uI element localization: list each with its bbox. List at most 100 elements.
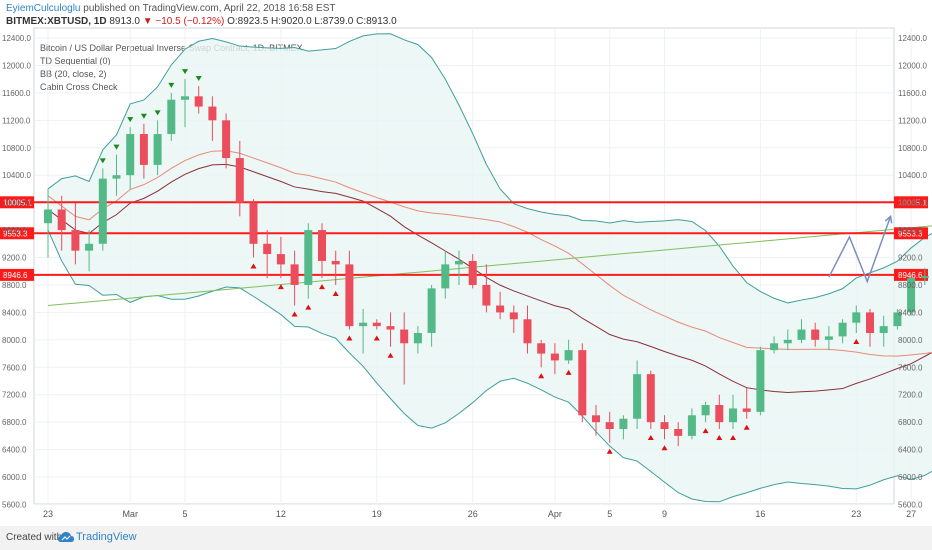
candle-body [331, 260, 340, 265]
x-tick: 12 [276, 509, 286, 519]
candle-body [372, 322, 381, 327]
y-tick-right: 7200.0 [898, 391, 923, 400]
candle-body [619, 418, 628, 430]
author-name[interactable]: EyiemCulculoglu [6, 3, 81, 14]
candle-body [441, 264, 450, 289]
legend-td-sequential[interactable]: TD Sequential (0) [40, 56, 111, 66]
candle-body [222, 120, 231, 159]
y-tick-right: 8000.0 [898, 336, 923, 345]
td-red-arrow [647, 435, 654, 441]
y-tick-left: 8000.0 [2, 336, 27, 345]
candle-body [455, 260, 463, 265]
legend-title: Bitcoin / US Dollar Perpetual Inverse Sw… [40, 43, 303, 53]
publish-info: EyiemCulculoglu published on TradingView… [6, 3, 335, 14]
td-green-arrow [154, 110, 161, 116]
td-green-arrow [99, 158, 106, 164]
candle-body [304, 230, 313, 285]
y-tick-left: 7600.0 [2, 363, 27, 372]
y-tick-left: 6400.0 [2, 446, 27, 455]
last-price: 8913.0 [109, 16, 140, 27]
candle-body [345, 264, 354, 327]
candle-body [729, 408, 737, 423]
y-tick-left: 6800.0 [2, 418, 27, 427]
footer-bar: Created with TradingView [0, 526, 932, 550]
projection-line [828, 216, 892, 284]
td-red-arrow [373, 335, 380, 341]
y-tick-right: 6000.0 [898, 473, 923, 482]
candle-body [509, 312, 518, 320]
y-tick-left: 7200.0 [2, 391, 27, 400]
candle-body [838, 322, 847, 337]
td-red-arrow [387, 352, 394, 358]
x-tick: 23 [43, 509, 53, 519]
bollinger-bands [47, 33, 932, 503]
y-tick-right: 11600.0 [898, 89, 927, 98]
y-tick-left: 11200.0 [2, 116, 31, 125]
candle-body [318, 230, 326, 261]
candle-body [592, 415, 600, 423]
bb-fill [48, 33, 932, 502]
y-tick-right: 10400.0 [898, 171, 927, 180]
time-axis[interactable]: 23 Mar 5 12 19 26 Apr 5 9 16 23 27 [43, 509, 916, 519]
y-tick-right: 12400.0 [898, 34, 927, 43]
tradingview-brand[interactable]: TradingView [76, 531, 137, 543]
td-red-arrow [291, 311, 298, 317]
tradingview-cloud-icon[interactable] [58, 530, 74, 544]
symbol-name: BITMEX:XBTUSD, 1D [6, 16, 107, 27]
candle-body [126, 134, 135, 176]
y-tick-right: 9200.0 [898, 254, 923, 263]
candle-body [44, 209, 52, 224]
symbol-line: BITMEX:XBTUSD, 1D 8913.0 ▼ −10.5 (−0.12%… [6, 16, 397, 27]
legend-bollinger[interactable]: BB (20, close, 2) [40, 69, 107, 79]
x-tick: 9 [662, 509, 667, 519]
td-green-arrow [113, 144, 120, 150]
y-tick-left: 9200.0 [2, 254, 27, 263]
sma-light [47, 150, 932, 357]
y-tick-left: 11600.0 [2, 89, 31, 98]
candle-body [413, 332, 422, 344]
created-with-label: Created with [6, 532, 63, 543]
candle-body [633, 374, 642, 419]
candle-body [852, 312, 861, 323]
td-green-arrow [195, 76, 202, 82]
td-green-arrow [182, 69, 188, 75]
bb-upper [47, 33, 932, 304]
y-tick-left: 10800.0 [2, 144, 31, 153]
x-tick: 26 [468, 509, 478, 519]
candle-body [482, 284, 491, 306]
candle-body [646, 374, 655, 423]
candle-body [811, 329, 820, 340]
td-red-arrow [332, 290, 339, 296]
moving-averages [47, 150, 932, 393]
td-red-arrow [277, 284, 284, 290]
level-text-right: 10005.1 [898, 198, 927, 207]
candle-body [71, 230, 80, 251]
y-tick-right: 12000.0 [898, 61, 927, 70]
td-sequential-marks [99, 69, 860, 454]
candle-body [564, 350, 573, 361]
projection-path [828, 214, 893, 284]
level-label-left [0, 227, 34, 240]
y-tick-left: 10000.0 [2, 199, 31, 208]
candle-body [879, 326, 888, 333]
candle-body [290, 264, 299, 285]
td-red-arrow [565, 369, 572, 375]
candle-body [85, 243, 94, 251]
price-axis[interactable]: 12400.0 12400.0 12000.0 12000.0 11600.0 11600… [2, 34, 927, 509]
y-tick-left: 6000.0 [2, 473, 27, 482]
candle-body [920, 276, 929, 279]
candle-body [208, 106, 217, 121]
candle-body [112, 175, 121, 179]
candle-body [139, 134, 148, 165]
level-text-left: 9553.3 [3, 229, 28, 238]
y-tick-right: 11200.0 [898, 116, 927, 125]
y-tick-left: 5600.0 [2, 500, 27, 509]
candle-body [824, 336, 833, 340]
horizontal-levels[interactable]: 10005.1 10005.1 9553.3 9553.3 8946.6 8946.6 [0, 196, 928, 281]
legend-cabin-cross[interactable]: Cabin Cross Check [40, 82, 118, 92]
y-tick-right: 8400.0 [898, 308, 923, 317]
publish-date: published on TradingView.com, April 22, … [83, 3, 336, 14]
sma-dark [47, 163, 932, 393]
y-tick-right: 10800.0 [898, 144, 927, 153]
